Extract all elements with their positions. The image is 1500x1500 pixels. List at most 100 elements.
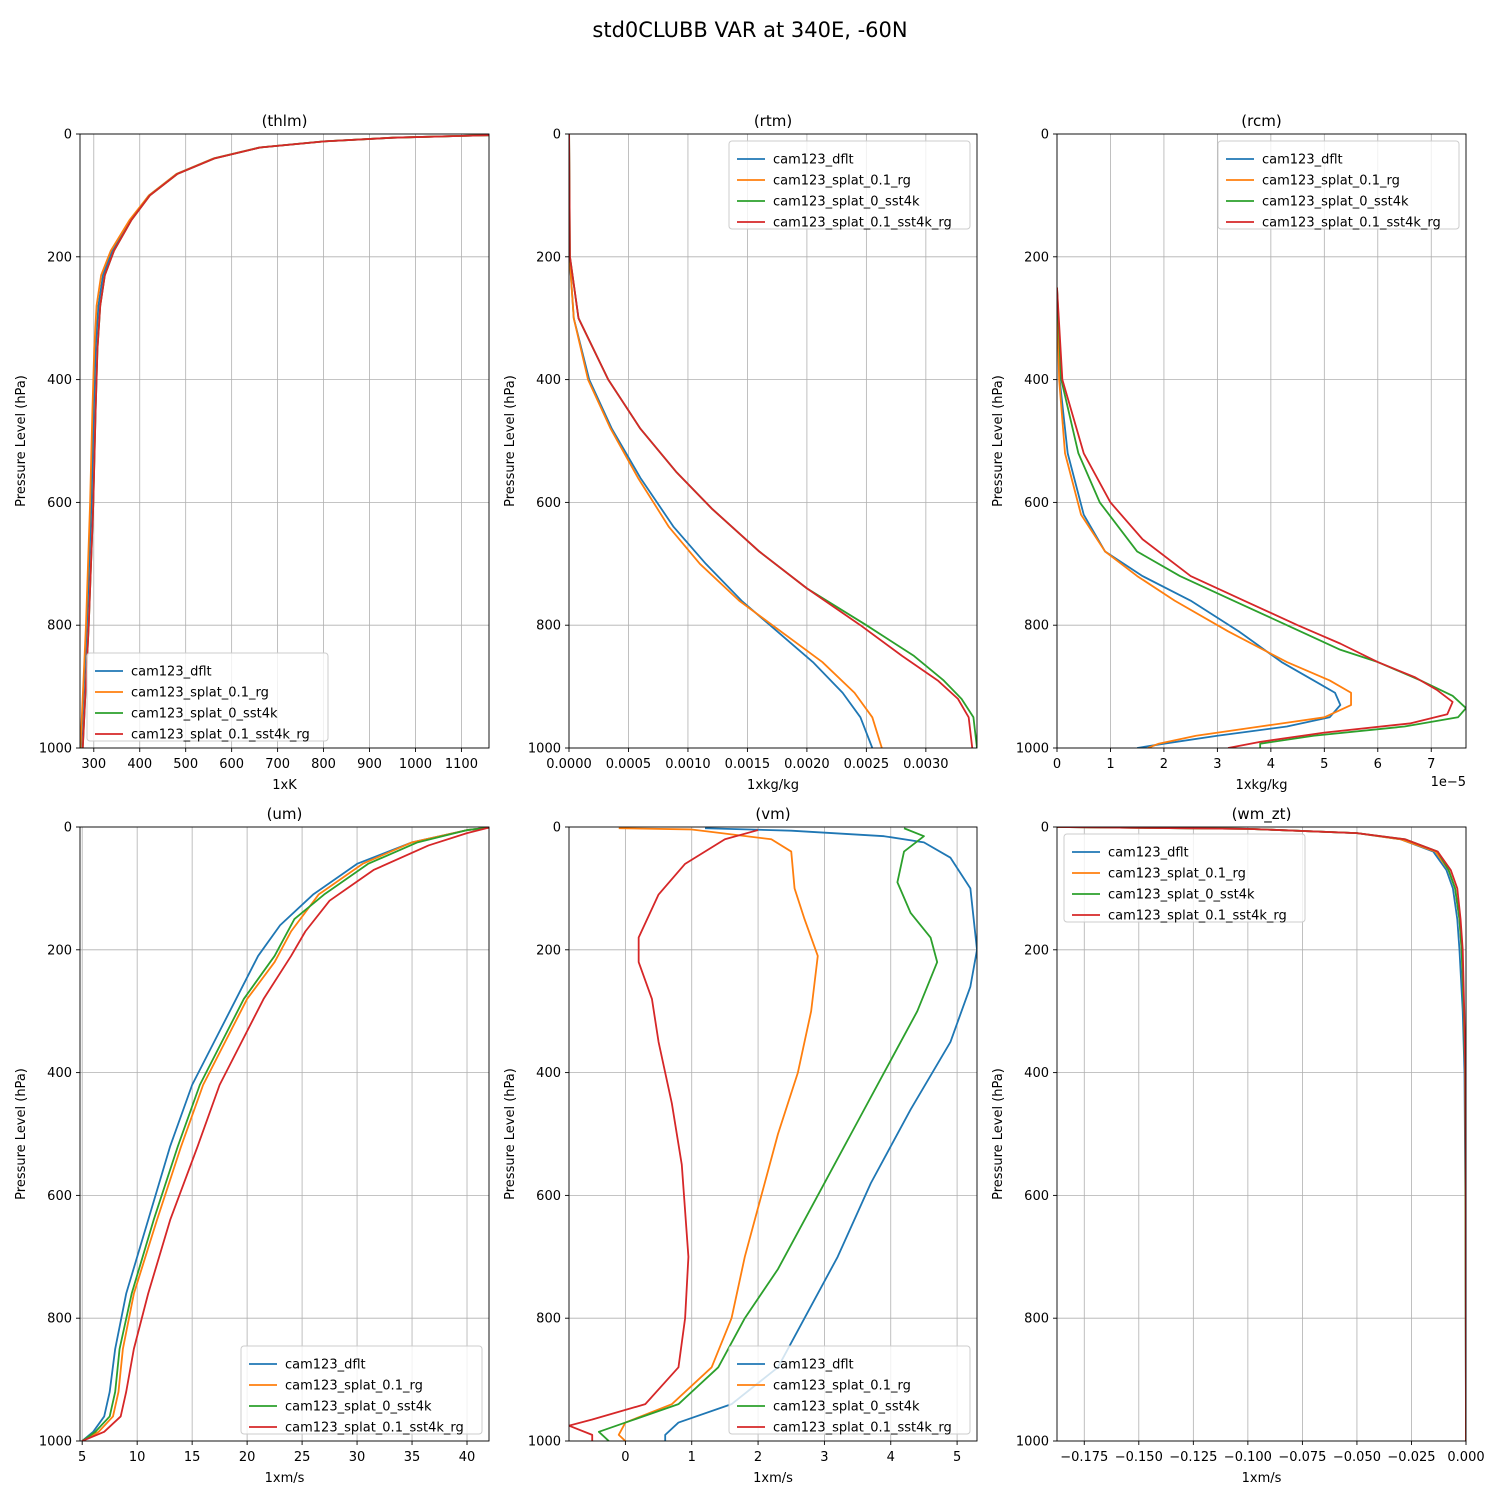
- legend-entry: cam123_splat_0.1_rg: [131, 686, 269, 701]
- series-line-cam123_splat_0.1_sst4k_rg: [1057, 827, 1466, 1441]
- x-tick-label: 35: [404, 1450, 421, 1465]
- axes-frame: [1056, 133, 1467, 749]
- x-tick-label: 3: [1213, 757, 1221, 772]
- y-tick-label: 0: [1041, 821, 1049, 836]
- figure-suptitle: std0CLUBB VAR at 340E, -60N: [592, 18, 907, 42]
- panel-title: (thlm): [262, 112, 308, 130]
- x-tick-label: 0: [1053, 757, 1061, 772]
- y-tick-label: 800: [1024, 619, 1049, 634]
- legend-entry: cam123_splat_0.1_rg: [1262, 174, 1400, 189]
- series-line-cam123_splat_0_sst4k: [597, 827, 939, 1441]
- legend-box: [1063, 833, 1306, 923]
- axes-frame: [568, 133, 978, 749]
- y-tick-label: 800: [47, 619, 72, 634]
- y-axis-label: Pressure Level (hPa): [991, 375, 1006, 507]
- panel-title: (rtm): [754, 112, 792, 130]
- x-tick-label: 500: [173, 757, 198, 772]
- legend-box: [86, 652, 329, 742]
- y-axis-label: Pressure Level (hPa): [14, 375, 29, 507]
- legend-entry: cam123_splat_0_sst4k: [773, 1400, 920, 1415]
- x-axis-label: 1xm/s: [265, 1471, 305, 1486]
- y-tick-label: 800: [47, 1312, 72, 1327]
- legend-box: [1217, 140, 1460, 230]
- x-tick-label: 40: [459, 1450, 476, 1465]
- y-tick-label: 600: [1024, 1189, 1049, 1204]
- series-line-cam123_splat_0_sst4k: [81, 827, 489, 1441]
- y-tick-label: 200: [536, 943, 561, 958]
- y-tick-label: 600: [47, 1189, 72, 1204]
- y-tick-label: 600: [47, 496, 72, 511]
- y-tick-label: 1000: [39, 1435, 72, 1450]
- x-axis-label: 1xkg/kg: [1236, 778, 1288, 793]
- x-tick-label: 5: [78, 1450, 86, 1465]
- x-tick-label: 5: [1320, 757, 1328, 772]
- x-tick-label: 2: [1160, 757, 1168, 772]
- series-group: [569, 827, 977, 1441]
- y-tick-label: 1000: [1016, 742, 1049, 757]
- y-tick-label: 200: [47, 250, 72, 265]
- y-tick-label: 0: [64, 821, 72, 836]
- series-line-cam123_splat_0.1_rg: [569, 134, 883, 748]
- legend-entry: cam123_dflt: [1108, 846, 1189, 861]
- x-tick-label: −0.025: [1387, 1450, 1435, 1465]
- panel-vm: 0 1 2 3 4 5 0 200 400 600 800 1000 (vm) 1xm/s Pressure…: [503, 805, 978, 1486]
- series-group: [1057, 287, 1466, 748]
- legend-entry: cam123_splat_0.1_rg: [285, 1379, 423, 1394]
- y-tick-label: 1000: [528, 742, 561, 757]
- legend-entry: cam123_splat_0_sst4k: [1108, 888, 1255, 903]
- series-line-cam123_splat_0_sst4k: [1057, 287, 1466, 748]
- legend: cam123_dflt cam123_splat_0.1_rg cam123_spl…: [728, 1345, 971, 1436]
- x-tick-label: 30: [349, 1450, 366, 1465]
- x-tick-label: 7: [1427, 757, 1435, 772]
- x-tick-label: 1: [1106, 757, 1114, 772]
- x-tick-label: 300: [81, 757, 106, 772]
- legend: cam123_dflt cam123_splat_0.1_rg cam123_spl…: [240, 1345, 483, 1436]
- x-tick-label: 25: [294, 1450, 311, 1465]
- x-tick-label: 3: [820, 1450, 828, 1465]
- legend-entry: cam123_splat_0.1_sst4k_rg: [285, 1421, 464, 1436]
- legend-entry: cam123_splat_0.1_rg: [773, 174, 911, 189]
- y-axis-label: Pressure Level (hPa): [991, 1068, 1006, 1200]
- legend-box: [728, 140, 971, 230]
- panel-rtm: 0.0000 0.0005 0.0010 0.0015 0.0020 0.0025 0.00…: [503, 112, 978, 793]
- series-line-cam123_splat_0.1_sst4k_rg: [81, 134, 489, 748]
- series-line-cam123_splat_0.1_sst4k_rg: [81, 827, 489, 1441]
- x-axis-label: 1xm/s: [753, 1471, 793, 1486]
- x-tick-label: −0.150: [1115, 1450, 1163, 1465]
- x-tick-label: 5: [953, 1450, 961, 1465]
- y-axis-label: Pressure Level (hPa): [14, 1068, 29, 1200]
- y-tick-label: 400: [1024, 373, 1049, 388]
- x-tick-label: 400: [127, 757, 152, 772]
- legend-entry: cam123_splat_0_sst4k: [131, 707, 278, 722]
- legend-entry: cam123_splat_0.1_sst4k_rg: [1262, 216, 1441, 231]
- y-tick-label: 400: [1024, 1066, 1049, 1081]
- legend: cam123_dflt cam123_splat_0.1_rg cam123_spl…: [728, 140, 971, 231]
- legend-entry: cam123_splat_0_sst4k: [285, 1400, 432, 1415]
- y-tick-label: 800: [536, 1312, 561, 1327]
- x-tick-label: 1100: [445, 757, 478, 772]
- series-line-cam123_splat_0.1_sst4k_rg: [569, 134, 974, 748]
- y-tick-label: 0: [1041, 128, 1049, 143]
- y-tick-label: 0: [64, 128, 72, 143]
- legend-entry: cam123_dflt: [1262, 153, 1343, 168]
- y-tick-label: 800: [536, 619, 561, 634]
- y-tick-label: 600: [536, 1189, 561, 1204]
- x-tick-label: 0.0015: [725, 757, 771, 772]
- x-tick-label: 600: [219, 757, 244, 772]
- series-group: [1057, 827, 1466, 1441]
- series-line-cam123_dflt: [1057, 287, 1342, 748]
- legend-entry: cam123_splat_0.1_sst4k_rg: [773, 216, 952, 231]
- x-tick-label: 800: [311, 757, 336, 772]
- x-tick-label: 700: [265, 757, 290, 772]
- y-tick-label: 400: [47, 1066, 72, 1081]
- legend-entry: cam123_splat_0.1_rg: [773, 1379, 911, 1394]
- x-tick-label: −0.175: [1060, 1450, 1108, 1465]
- legend-entry: cam123_splat_0_sst4k: [1262, 195, 1409, 210]
- series-line-cam123_splat_0.1_rg: [1057, 287, 1352, 748]
- x-tick-label: 0.000: [1447, 1450, 1484, 1465]
- panel-wm_zt: −0.175 −0.150 −0.125 −0.100 −0.075 −0.050 −0.0…: [991, 805, 1485, 1486]
- x-tick-label: 6: [1374, 757, 1382, 772]
- axes-frame: [79, 826, 490, 1442]
- legend-entry: cam123_dflt: [773, 1358, 854, 1373]
